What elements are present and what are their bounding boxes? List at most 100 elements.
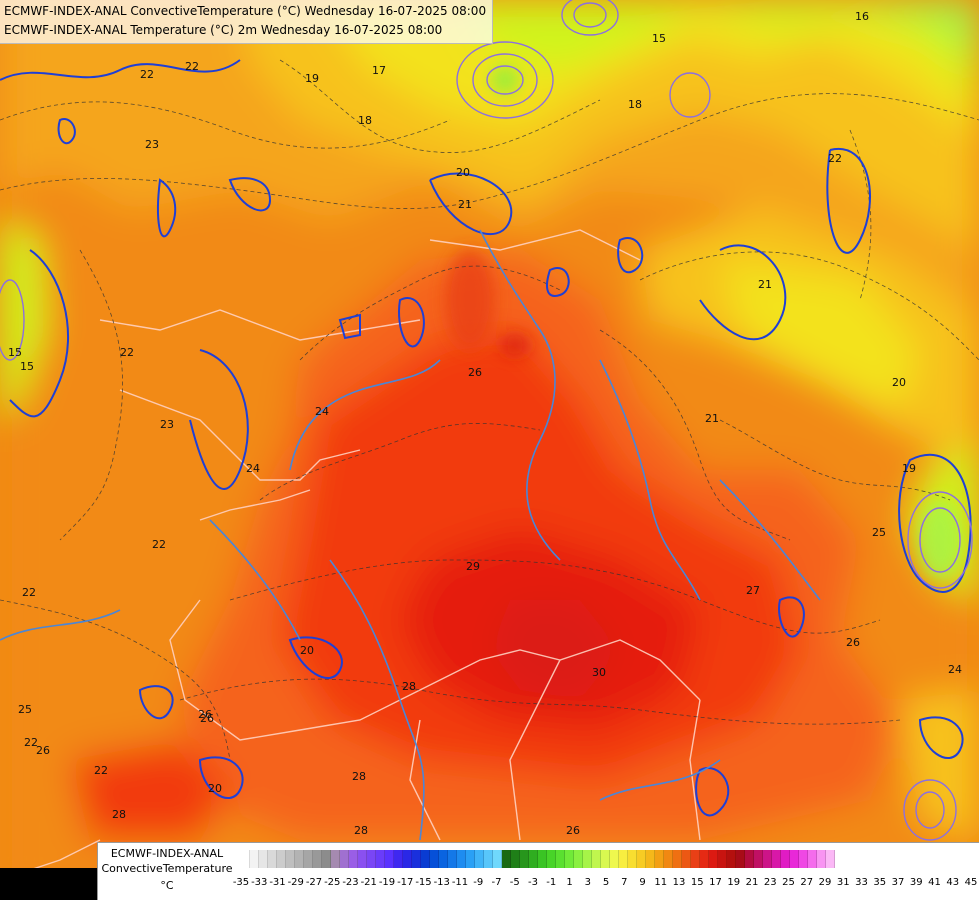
legend-swatches bbox=[241, 850, 835, 868]
legend-tick-label: -31 bbox=[269, 877, 286, 888]
contour-label: 26 bbox=[846, 636, 860, 649]
contour-label: 20 bbox=[456, 166, 470, 179]
legend-swatch bbox=[412, 850, 421, 868]
legend-tick-label: -23 bbox=[342, 877, 359, 888]
legend-tick-label: 17 bbox=[709, 877, 722, 888]
legend-tick-label: 7 bbox=[621, 877, 628, 888]
legend-tick-label: 9 bbox=[639, 877, 646, 888]
legend-tick-label: 15 bbox=[690, 877, 704, 888]
contour-label: 15 bbox=[652, 32, 666, 45]
contour-label: 24 bbox=[948, 663, 962, 676]
legend-tick-label: 23 bbox=[763, 877, 777, 888]
legend-swatch bbox=[277, 850, 286, 868]
legend-tick-label: -3 bbox=[528, 877, 538, 888]
legend-tick-label: -35 bbox=[232, 877, 250, 888]
legend-swatch bbox=[610, 850, 619, 868]
legend-tick-label: 1 bbox=[566, 877, 573, 888]
legend-swatch bbox=[367, 850, 376, 868]
map-title-convective: ECMWF-INDEX-ANAL ConvectiveTemperature (… bbox=[4, 4, 487, 18]
legend-swatch bbox=[358, 850, 367, 868]
legend-tick-label: 33 bbox=[855, 877, 868, 888]
contour-label: 24 bbox=[315, 405, 329, 418]
contour-label: 16 bbox=[855, 10, 869, 23]
contour-label: 27 bbox=[746, 584, 760, 597]
contour-label: 22 bbox=[185, 60, 199, 73]
contour-label: 18 bbox=[628, 98, 642, 111]
color-legend: ECMWF-INDEX-ANAL ConvectiveTemperature °… bbox=[97, 842, 979, 900]
contour-label: 26 bbox=[36, 744, 50, 757]
contour-label: 28 bbox=[354, 824, 368, 837]
legend-swatch bbox=[385, 850, 394, 868]
legend-swatch bbox=[700, 850, 709, 868]
contour-label: 23 bbox=[145, 138, 159, 151]
legend-unit: °C bbox=[160, 879, 174, 892]
legend-swatch bbox=[754, 850, 763, 868]
legend-swatch bbox=[619, 850, 628, 868]
legend-swatch bbox=[250, 850, 259, 868]
map-title-box: ECMWF-INDEX-ANAL ConvectiveTemperature (… bbox=[0, 0, 494, 44]
legend-swatch bbox=[493, 850, 502, 868]
contour-label: 26 bbox=[200, 712, 214, 725]
legend-tick-label: 11 bbox=[654, 877, 668, 888]
legend-swatch bbox=[295, 850, 304, 868]
legend-swatch bbox=[646, 850, 655, 868]
legend-swatch bbox=[745, 850, 754, 868]
legend-swatch bbox=[628, 850, 637, 868]
legend-label: ECMWF-INDEX-ANAL ConvectiveTemperature bbox=[101, 847, 233, 875]
contour-label: 28 bbox=[352, 770, 366, 783]
legend-swatch bbox=[304, 850, 313, 868]
legend-swatch bbox=[502, 850, 511, 868]
legend-tick-label: 19 bbox=[727, 877, 741, 888]
legend-swatch bbox=[790, 850, 799, 868]
legend-swatch bbox=[718, 850, 727, 868]
contour-label: 15 bbox=[20, 360, 34, 373]
legend-swatch bbox=[763, 850, 772, 868]
legend-swatch bbox=[349, 850, 358, 868]
legend-swatch bbox=[268, 850, 277, 868]
legend-tick-label: -15 bbox=[415, 877, 432, 888]
legend-tick-label: 29 bbox=[818, 877, 832, 888]
legend-swatch bbox=[286, 850, 295, 868]
contour-label: 22 bbox=[828, 152, 842, 165]
legend-swatch bbox=[799, 850, 808, 868]
legend-swatch bbox=[817, 850, 826, 868]
legend-swatch bbox=[673, 850, 682, 868]
convective-contours-purple bbox=[0, 0, 973, 841]
contour-label: 21 bbox=[458, 198, 472, 211]
legend-swatch bbox=[457, 850, 466, 868]
contour-label: 15 bbox=[8, 346, 22, 359]
legend-tick-label: 27 bbox=[800, 877, 814, 888]
contour-label: 25 bbox=[18, 703, 32, 716]
contour-label: 22 bbox=[152, 538, 166, 551]
contour-lines-dashed bbox=[0, 59, 979, 761]
legend-tick-label: 31 bbox=[836, 877, 850, 888]
legend-swatch bbox=[709, 850, 718, 868]
legend-swatch bbox=[322, 850, 331, 868]
contour-label: 20 bbox=[892, 376, 906, 389]
legend-tick-label: -19 bbox=[378, 877, 396, 888]
legend-tick-label: 25 bbox=[782, 877, 795, 888]
legend-swatch bbox=[781, 850, 790, 868]
legend-swatch bbox=[826, 850, 835, 868]
legend-swatch bbox=[403, 850, 412, 868]
contour-label: 24 bbox=[246, 462, 260, 475]
legend-tick-label: -1 bbox=[546, 877, 557, 888]
legend-tick-label: 41 bbox=[928, 877, 941, 888]
legend-swatch bbox=[583, 850, 592, 868]
contour-label: 20 bbox=[208, 782, 222, 795]
contour-label: 22 bbox=[24, 736, 38, 749]
contour-label: 22 bbox=[94, 764, 108, 777]
contour-label: 19 bbox=[305, 72, 319, 85]
legend-tick-label: 5 bbox=[602, 877, 610, 888]
legend-swatch bbox=[430, 850, 439, 868]
contour-label: 20 bbox=[300, 644, 314, 657]
contour-labels: 22 22 23 19 18 17 15 16 18 20 21 22 22 23 15 22 24 26 21 20… bbox=[8, 10, 962, 837]
legend-swatch bbox=[511, 850, 520, 868]
legend-tick-label: -25 bbox=[324, 877, 341, 888]
contour-label: 19 bbox=[902, 462, 916, 475]
legend-swatch bbox=[637, 850, 646, 868]
legend-swatch bbox=[664, 850, 673, 868]
legend-swatch bbox=[340, 850, 349, 868]
legend-tick-label: 43 bbox=[946, 877, 960, 888]
